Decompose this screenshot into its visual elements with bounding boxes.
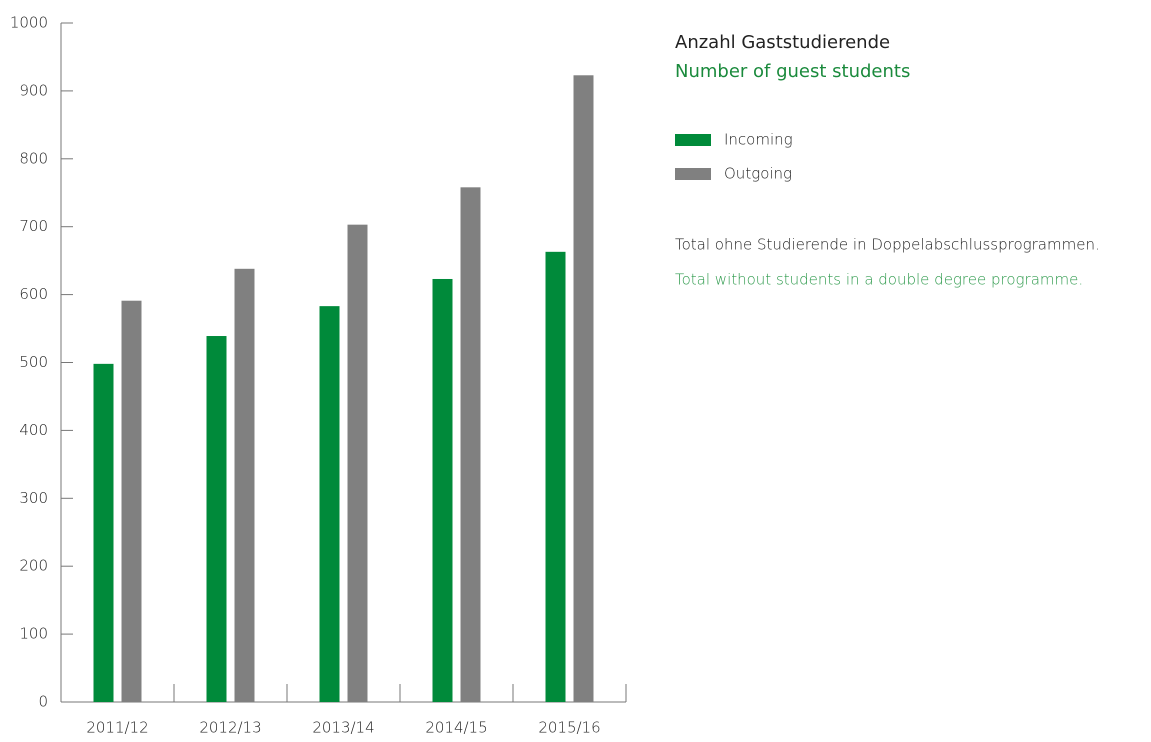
legend-label: Outgoing (724, 165, 792, 183)
chart-title: Anzahl Gaststudierende (675, 32, 890, 53)
y-tick-label: 800 (19, 149, 48, 167)
y-tick-label: 500 (19, 353, 48, 371)
bar (121, 300, 142, 702)
y-tick-label: 300 (19, 489, 48, 507)
y-tick-label: 700 (19, 217, 48, 235)
bar (234, 268, 255, 702)
y-tick-label: 900 (19, 81, 48, 99)
bar (545, 251, 566, 702)
bar (432, 278, 453, 702)
x-tick-label: 2015/16 (538, 719, 600, 737)
y-tick-label: 400 (19, 421, 48, 439)
y-tick-label: 1000 (10, 14, 48, 32)
x-tick-label: 2011/12 (86, 719, 148, 737)
x-tick-label: 2013/14 (312, 719, 374, 737)
y-tick-label: 600 (19, 285, 48, 303)
legend-swatch (675, 134, 711, 146)
legend-swatch (675, 168, 711, 180)
bar (460, 187, 481, 702)
bar (573, 75, 594, 702)
x-tick-label: 2012/13 (199, 719, 261, 737)
bar (93, 363, 114, 702)
legend-label: Incoming (724, 131, 793, 149)
y-tick-label: 0 (38, 693, 48, 711)
bar (319, 306, 340, 702)
note: Total ohne Studierende in Doppelabschlus… (675, 236, 1100, 254)
y-tick-label: 200 (19, 557, 48, 575)
x-tick-label: 2014/15 (425, 719, 487, 737)
note: Total without students in a double degre… (675, 271, 1083, 289)
y-tick-label: 100 (19, 625, 48, 643)
chart-subtitle: Number of guest students (675, 61, 910, 82)
bar (206, 336, 227, 702)
bar (347, 224, 368, 702)
